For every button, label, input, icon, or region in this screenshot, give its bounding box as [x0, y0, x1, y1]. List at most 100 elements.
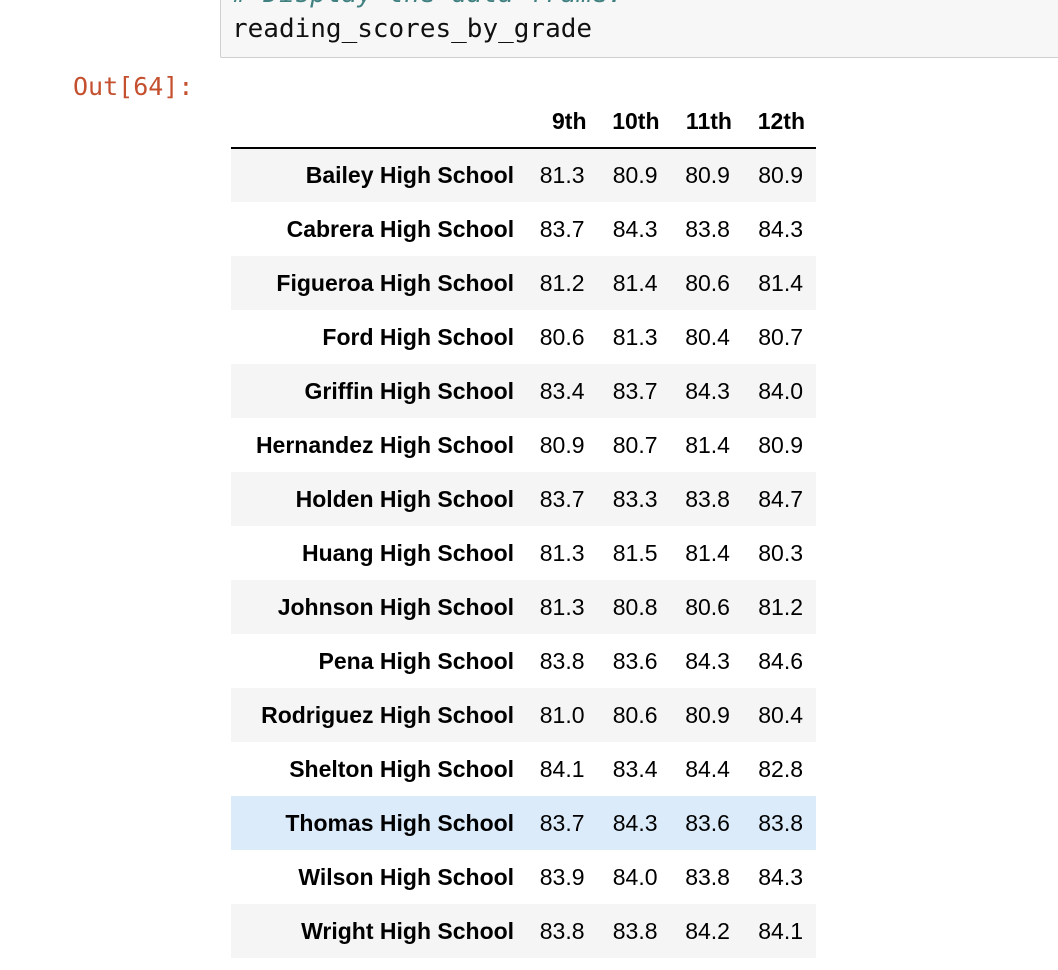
table-cell: 81.3	[539, 593, 585, 620]
table-header-row: 9th 10th 11th 12th	[231, 96, 816, 149]
table-row: Rodriguez High School 81.0 80.6 80.9 80.4	[231, 688, 816, 742]
table-cell: 83.6	[612, 647, 658, 674]
index-header	[231, 96, 526, 149]
row-label: Holden High School	[295, 485, 515, 512]
table-cell: 83.8	[539, 647, 585, 674]
table-row: Shelton High School 84.1 83.4 84.4 82.8	[231, 742, 816, 796]
table-cell: 83.8	[758, 809, 803, 836]
table-cell: 84.1	[539, 755, 585, 782]
row-label: Pena High School	[318, 647, 515, 674]
row-label: Griffin High School	[304, 377, 515, 404]
code-input-cell[interactable]: # Display the data frame. reading_scores…	[220, 0, 1058, 58]
dataframe-table: 9th 10th 11th 12th Bailey High School 81.…	[231, 96, 816, 958]
table-cell: 84.3	[685, 377, 730, 404]
output-prompt: Out[64]:	[73, 72, 194, 101]
table-cell: 80.9	[685, 162, 730, 188]
table-cell: 80.3	[758, 539, 803, 566]
table-cell: 80.4	[758, 701, 803, 728]
table-cell: 84.6	[758, 647, 803, 674]
table-cell: 83.8	[685, 215, 730, 242]
column-header: 10th	[597, 96, 671, 149]
table-cell: 80.7	[612, 431, 658, 458]
table-cell: 83.4	[612, 755, 658, 782]
code-text: reading_scores_by_grade	[232, 14, 593, 44]
table-cell: 80.4	[685, 323, 730, 350]
table-cell: 84.0	[612, 863, 658, 890]
row-label: Thomas High School	[285, 809, 515, 836]
table-cell: 80.9	[612, 162, 658, 188]
table-cell: 83.8	[539, 917, 585, 944]
code-comment: # Display the data frame.	[232, 0, 623, 9]
table-cell: 81.4	[758, 269, 803, 296]
row-label: Johnson High School	[277, 593, 515, 620]
table-cell: 84.2	[685, 917, 730, 944]
table-cell: 84.3	[612, 215, 658, 242]
table-cell: 81.3	[539, 162, 585, 188]
table-cell: 81.3	[539, 539, 585, 566]
table-cell: 83.6	[685, 809, 730, 836]
table-cell: 83.7	[539, 485, 585, 512]
table-row: Wilson High School 83.9 84.0 83.8 84.3	[231, 850, 816, 904]
table-cell: 83.8	[685, 863, 730, 890]
table-cell: 83.7	[539, 809, 585, 836]
row-label: Shelton High School	[289, 755, 515, 782]
table-cell: 84.3	[758, 215, 803, 242]
table-cell: 84.4	[685, 755, 730, 782]
table-row: Figueroa High School 81.2 81.4 80.6 81.4	[231, 256, 816, 310]
table-body: Bailey High School 81.3 80.9 80.9 80.9 Cabrer…	[231, 148, 816, 958]
table-cell: 84.3	[685, 647, 730, 674]
table-cell: 81.5	[612, 539, 658, 566]
table-row: Johnson High School 81.3 80.8 80.6 81.2	[231, 580, 816, 634]
table-cell: 83.7	[539, 215, 585, 242]
table-cell: 81.4	[685, 431, 730, 458]
table-cell: 80.7	[758, 323, 803, 350]
table-cell: 80.8	[612, 593, 658, 620]
table-cell: 80.9	[758, 431, 803, 458]
row-label: Hernandez High School	[255, 431, 515, 458]
table-cell: 83.3	[612, 485, 658, 512]
table-row: Holden High School 83.7 83.3 83.8 84.7	[231, 472, 816, 526]
table-row: Ford High School 80.6 81.3 80.4 80.7	[231, 310, 816, 364]
table-row: Cabrera High School 83.7 84.3 83.8 84.3	[231, 202, 816, 256]
table-row: Wright High School 83.8 83.8 84.2 84.1	[231, 904, 816, 958]
table-cell: 81.3	[612, 323, 658, 350]
row-label: Wright High School	[301, 917, 515, 944]
table-row: Huang High School 81.3 81.5 81.4 80.3	[231, 526, 816, 580]
table-cell: 84.3	[612, 809, 658, 836]
row-label: Rodriguez High School	[261, 701, 515, 728]
table-cell: 80.6	[685, 593, 730, 620]
table-cell: 81.2	[758, 593, 803, 620]
table-cell: 83.9	[539, 863, 585, 890]
column-header: 9th	[525, 96, 598, 149]
table-cell: 80.9	[539, 431, 585, 458]
row-label: Cabrera High School	[286, 215, 515, 242]
table-row: Hernandez High School 80.9 80.7 81.4 80.9	[231, 418, 816, 472]
row-label: Ford High School	[322, 323, 515, 350]
row-label: Huang High School	[301, 539, 515, 566]
table-row: Griffin High School 83.4 83.7 84.3 84.0	[231, 364, 816, 418]
table-cell: 81.4	[685, 539, 730, 566]
table-cell: 80.6	[612, 701, 658, 728]
table-cell: 80.6	[539, 323, 585, 350]
row-label: Figueroa High School	[276, 269, 515, 296]
table-cell: 83.4	[539, 377, 585, 404]
table-row: Thomas High School 83.7 84.3 83.6 83.8	[231, 796, 816, 850]
table-cell: 80.9	[758, 162, 803, 188]
table-cell: 81.0	[539, 701, 585, 728]
table-cell: 83.7	[612, 377, 658, 404]
table-cell: 84.3	[758, 863, 803, 890]
table-cell: 81.4	[612, 269, 658, 296]
table-cell: 80.9	[685, 701, 730, 728]
table-cell: 82.8	[758, 755, 803, 782]
table-cell: 83.8	[612, 917, 658, 944]
table-cell: 84.0	[758, 377, 803, 404]
table-cell: 81.2	[539, 269, 585, 296]
column-header: 11th	[670, 96, 743, 149]
table-cell: 84.7	[758, 485, 803, 512]
table-cell: 84.1	[758, 917, 803, 944]
column-header: 12th	[742, 96, 816, 149]
table-cell: 83.8	[685, 485, 730, 512]
table-row: Bailey High School 81.3 80.9 80.9 80.9	[231, 148, 816, 202]
table-cell: 80.6	[685, 269, 730, 296]
row-label: Wilson High School	[298, 863, 515, 890]
